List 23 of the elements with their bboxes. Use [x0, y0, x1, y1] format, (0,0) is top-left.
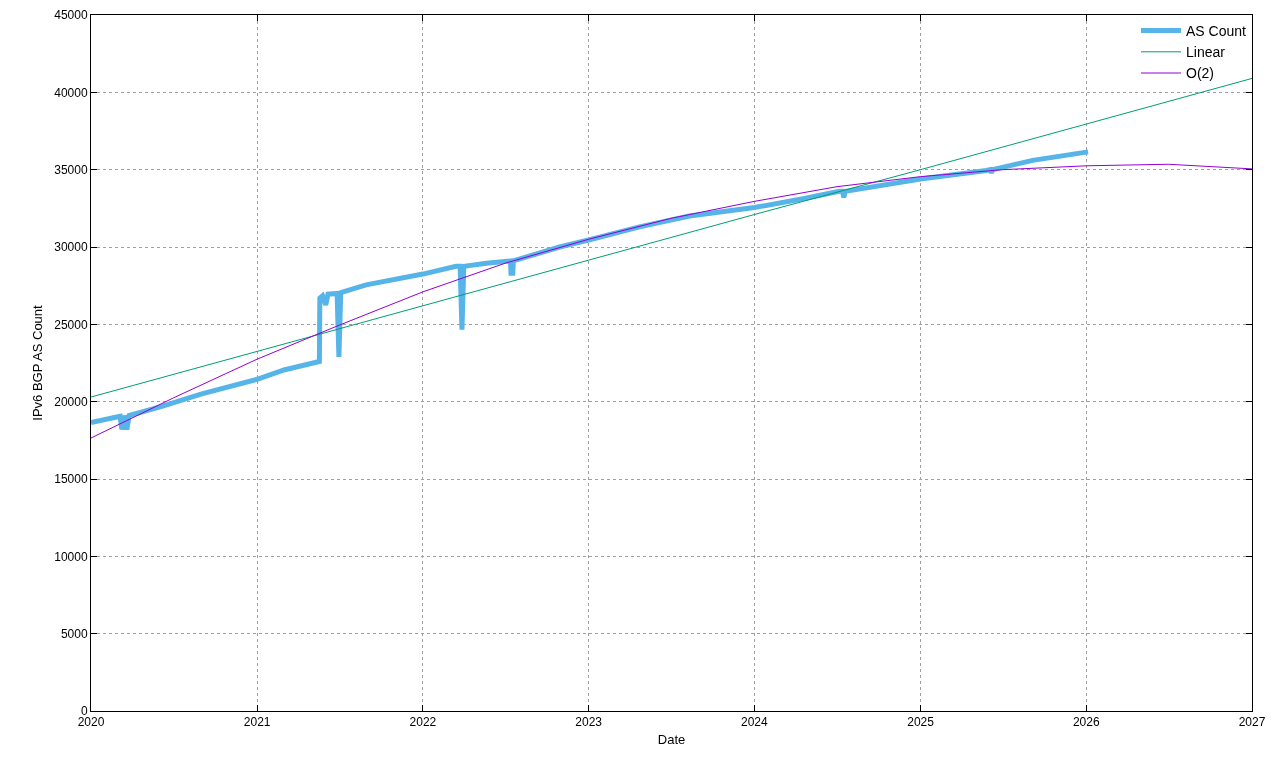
x-tick-label: 2022 [409, 715, 437, 730]
x-tick-label: 2020 [77, 715, 105, 730]
y-tick-label: 40000 [54, 85, 88, 100]
x-tick-label: 2026 [1072, 715, 1100, 730]
y-tick-label: 20000 [54, 394, 88, 409]
y-tick-label: 15000 [54, 472, 88, 487]
y-axis-title: IPv6 BGP AS Count [30, 304, 46, 421]
y-tick-label: 30000 [54, 240, 88, 255]
legend-label: Linear [1186, 44, 1226, 61]
y-tick-label: 10000 [54, 549, 88, 564]
x-tick-label: 2023 [575, 715, 603, 730]
y-tick-label: 35000 [54, 162, 88, 177]
x-axis-title: Date [657, 732, 686, 747]
legend-label: AS Count [1186, 23, 1247, 40]
x-tick-label: 2025 [907, 715, 935, 730]
x-tick-label: 2021 [243, 715, 271, 730]
line-series [91, 163, 1252, 439]
y-tick-label: 45000 [54, 8, 88, 23]
x-tick-label: 2024 [741, 715, 769, 730]
y-tick-label: 25000 [54, 317, 88, 332]
x-tick-label: 2027 [1238, 715, 1266, 730]
y-tick-label: 5000 [60, 626, 88, 641]
legend-label: O(2) [1186, 65, 1214, 82]
